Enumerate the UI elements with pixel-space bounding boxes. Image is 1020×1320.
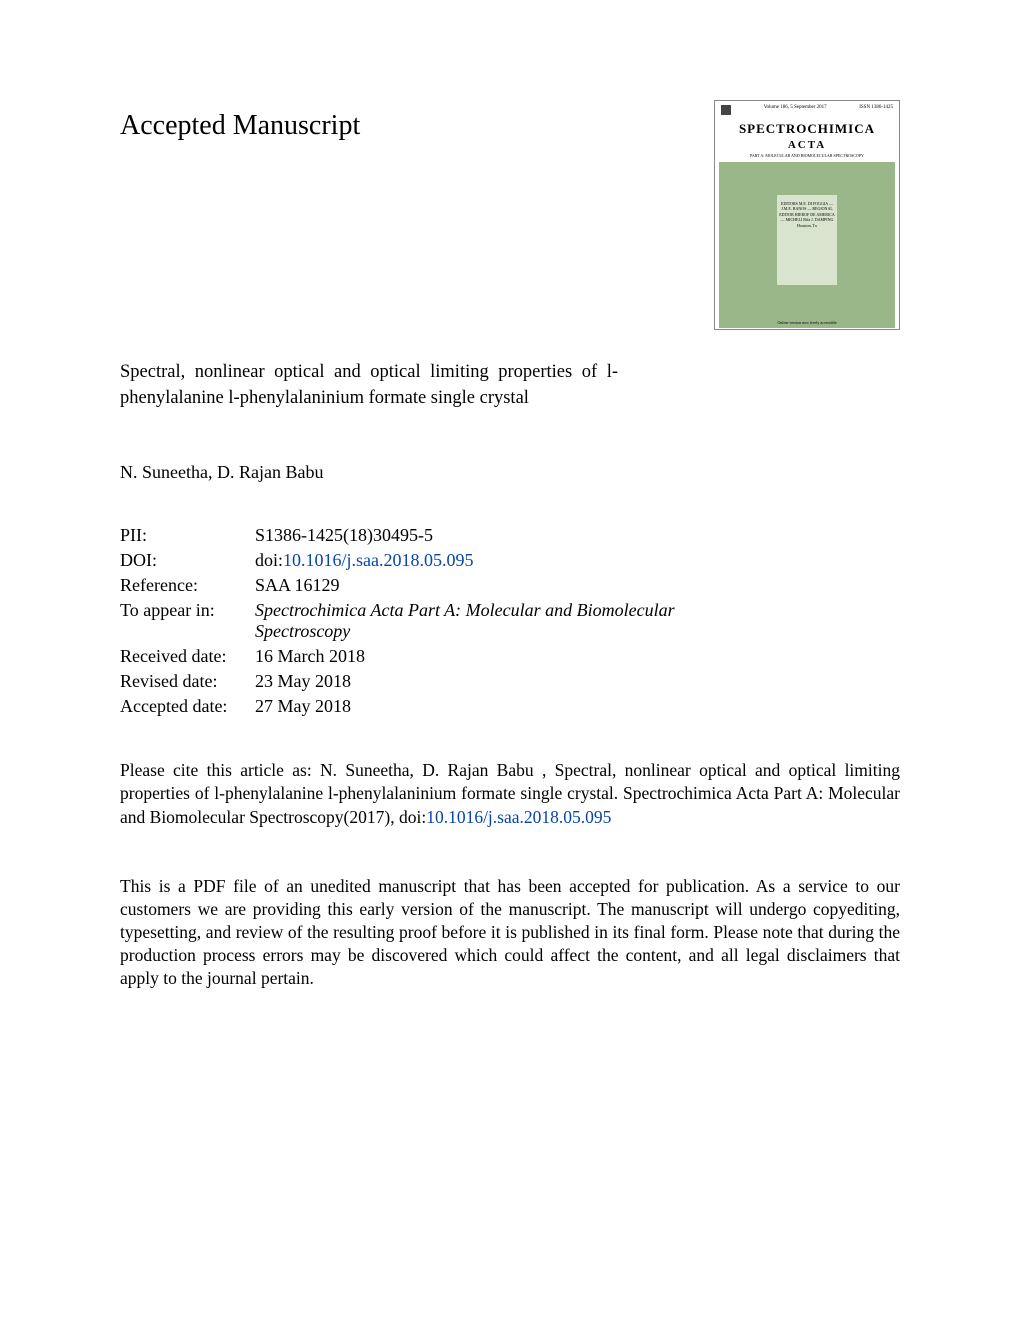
doi-link[interactable]: 10.1016/j.saa.2018.05.095 xyxy=(283,550,474,570)
doi-value: doi:10.1016/j.saa.2018.05.095 xyxy=(255,548,675,573)
publisher-logo-icon xyxy=(721,105,731,115)
journal-cover-thumbnail: Volume 186, 5 September 2017 ISSN 1386-1… xyxy=(714,100,900,330)
reference-label: Reference: xyxy=(120,573,255,598)
table-row: PII: S1386-1425(18)30495-5 xyxy=(120,523,675,548)
cover-volume-text: Volume 186, 5 September 2017 xyxy=(764,105,827,110)
table-row: Received date: 16 March 2018 xyxy=(120,644,675,669)
citation-doi-link[interactable]: 10.1016/j.saa.2018.05.095 xyxy=(426,807,611,827)
cover-body: EDITORS M.E. DI FOGGIA — J.M.E. BANOS — … xyxy=(719,162,895,317)
doi-label: DOI: xyxy=(120,548,255,573)
cover-issn-text: ISSN 1386-1425 xyxy=(859,105,893,110)
revised-value: 23 May 2018 xyxy=(255,669,675,694)
cover-journal-title: SPECTROCHIMICA xyxy=(715,119,899,139)
revised-label: Revised date: xyxy=(120,669,255,694)
table-row: Reference: SAA 16129 xyxy=(120,573,675,598)
appear-label: To appear in: xyxy=(120,598,255,644)
received-label: Received date: xyxy=(120,644,255,669)
citation-text: Please cite this article as: N. Suneetha… xyxy=(120,759,900,830)
table-row: Revised date: 23 May 2018 xyxy=(120,669,675,694)
disclaimer-text: This is a PDF file of an unedited manusc… xyxy=(120,875,900,990)
cover-editors-box: EDITORS M.E. DI FOGGIA — J.M.E. BANOS — … xyxy=(777,195,837,285)
pii-value: S1386-1425(18)30495-5 xyxy=(255,523,675,548)
cover-journal-part: PART A: MOLECULAR AND BIOMOLECULAR SPECT… xyxy=(715,151,899,162)
cover-journal-subtitle: ACTA xyxy=(715,139,899,151)
accepted-value: 27 May 2018 xyxy=(255,694,675,719)
appear-value: Spectrochimica Acta Part A: Molecular an… xyxy=(255,598,675,644)
table-row: To appear in: Spectrochimica Acta Part A… xyxy=(120,598,675,644)
table-row: Accepted date: 27 May 2018 xyxy=(120,694,675,719)
page-heading: Accepted Manuscript xyxy=(120,110,360,142)
table-row: DOI: doi:10.1016/j.saa.2018.05.095 xyxy=(120,548,675,573)
reference-value: SAA 16129 xyxy=(255,573,675,598)
article-title: Spectral, nonlinear optical and optical … xyxy=(120,360,618,412)
cover-footer-text: Online version now freely accessible xyxy=(719,317,895,328)
author-names: N. Suneetha, D. Rajan Babu xyxy=(120,462,900,483)
pii-label: PII: xyxy=(120,523,255,548)
doi-prefix: doi: xyxy=(255,550,283,570)
metadata-table: PII: S1386-1425(18)30495-5 DOI: doi:10.1… xyxy=(120,523,675,719)
accepted-label: Accepted date: xyxy=(120,694,255,719)
received-value: 16 March 2018 xyxy=(255,644,675,669)
